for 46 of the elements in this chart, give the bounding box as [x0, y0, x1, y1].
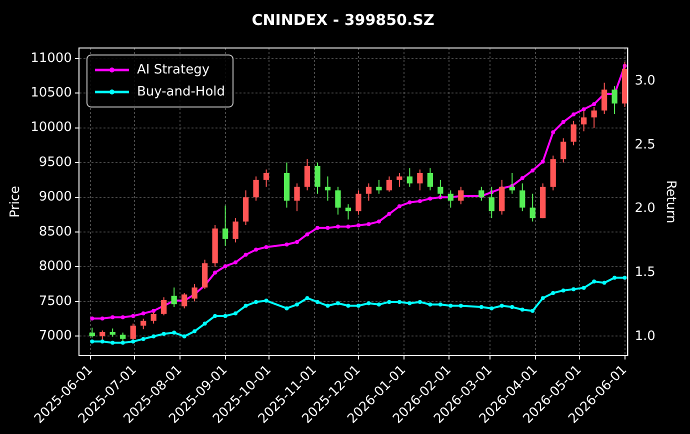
y2-tick-label: 1.5: [634, 264, 656, 280]
candlestick: [253, 176, 259, 202]
candlestick: [335, 186, 341, 216]
candlestick: [314, 162, 320, 194]
legend-label: Buy-and-Hold: [136, 84, 226, 100]
y-tick-label: 11000: [30, 50, 72, 66]
y-tick-label: 7000: [38, 328, 72, 344]
candlestick: [438, 179, 444, 198]
y2-tick-label: 3.0: [634, 74, 656, 89]
candlestick: [304, 158, 310, 191]
candlestick: [530, 193, 536, 222]
candlestick: [417, 168, 423, 191]
candlestick: [376, 179, 382, 194]
candlestick: [356, 190, 362, 216]
y-tick-label: 9000: [38, 190, 72, 205]
legend-label: AI Strategy: [136, 62, 210, 78]
candlestick: [560, 138, 566, 164]
y-tick-label: 10500: [30, 86, 72, 100]
candlestick: [406, 168, 412, 188]
y2-tick-label: 1.0: [634, 328, 656, 344]
candlestick: [232, 218, 238, 243]
candlestick: [89, 327, 95, 338]
candlestick: [396, 172, 402, 188]
candlestick: [386, 176, 392, 192]
candlestick: [488, 186, 494, 219]
y-tick-label: 7500: [38, 294, 72, 309]
candlestick: [345, 204, 352, 220]
y2-tick-label: 2.0: [634, 201, 656, 216]
chart-title: CNINDEX - 399850.SZ: [252, 10, 434, 29]
candlestick: [324, 176, 331, 202]
candlestick: [222, 205, 228, 246]
candlestick: [520, 182, 526, 212]
candlestick: [263, 168, 270, 188]
y-tick-label: 8500: [38, 224, 72, 240]
y-tick-label: 8000: [38, 259, 72, 274]
candlestick: [294, 182, 300, 212]
y-tick-label: 9500: [38, 154, 72, 170]
candlestick: [570, 120, 576, 146]
y2-tick-label: 2.5: [634, 137, 656, 152]
candlestick: [366, 182, 372, 202]
candlestick: [591, 106, 597, 128]
y-tick-label: 10000: [30, 120, 72, 136]
y-axis-title: Price: [8, 186, 24, 218]
y2-axis-title: Return: [662, 180, 678, 224]
candlestick: [140, 318, 146, 330]
candlestick: [427, 168, 433, 191]
